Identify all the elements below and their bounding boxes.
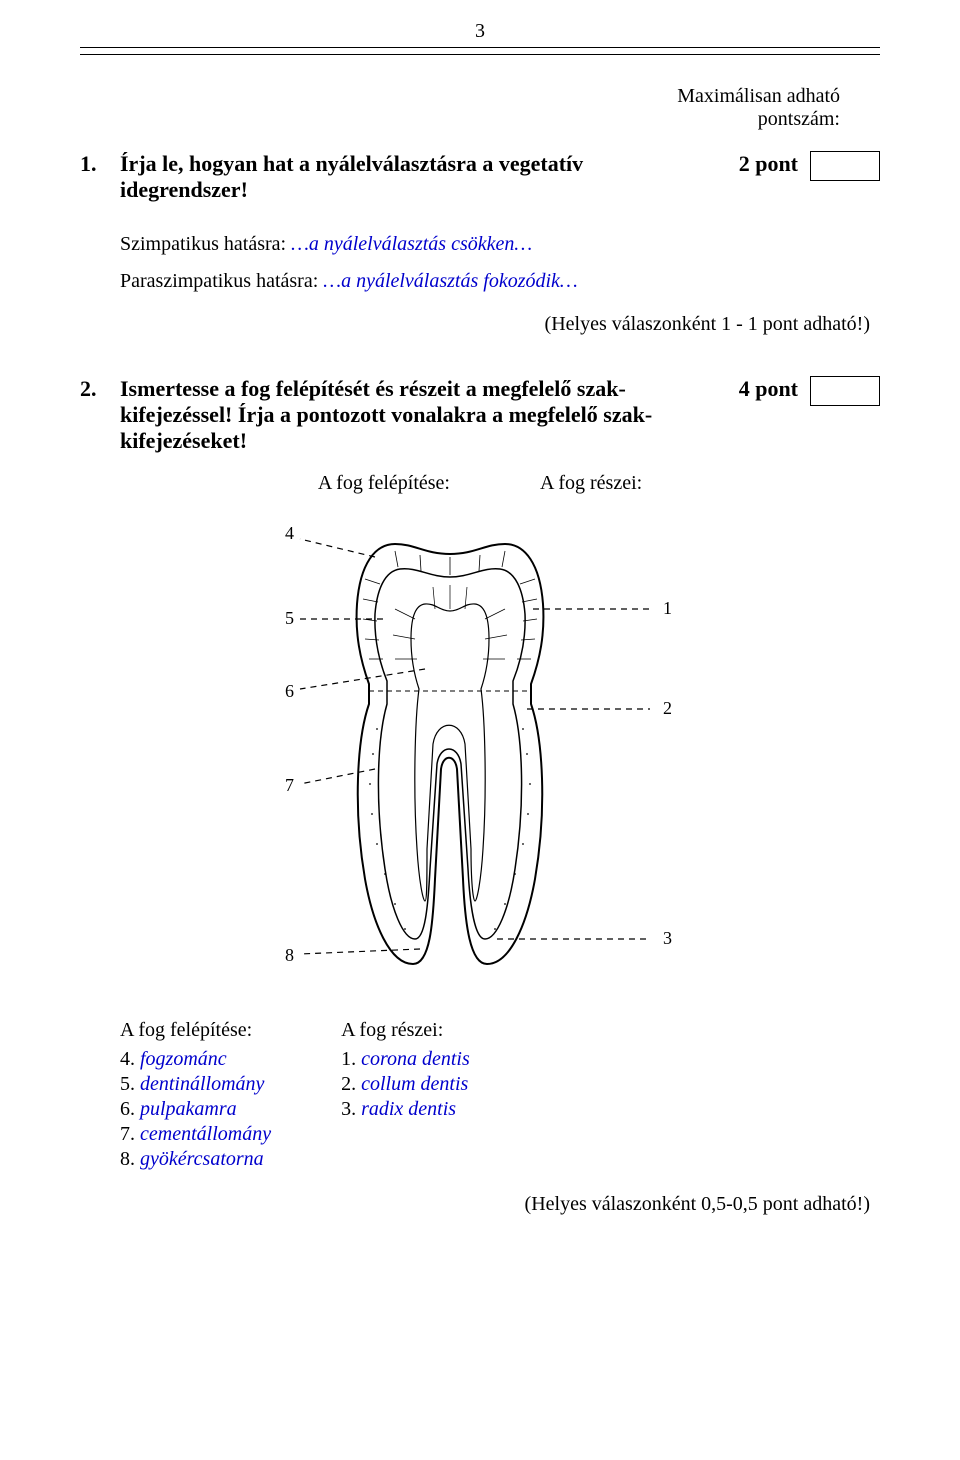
tooth-diagram-wrap: 1 2 3 4 5 6 7 8 (80, 509, 880, 989)
question-1-number: 1. (80, 151, 120, 177)
answers-left-item: 5. dentinállomány (120, 1073, 271, 1096)
answers-left-item-num: 4. (120, 1048, 135, 1070)
answer-1-line1-answer: …a nyálelválasztás csökken… (291, 233, 532, 255)
question-2-score-box (810, 376, 880, 406)
answers-right-item: 2. collum dentis (341, 1073, 470, 1096)
page-number: 3 (80, 20, 880, 48)
answers-right-item: 3. radix dentis (341, 1098, 470, 1121)
answer-1-line1-prefix: Szimpatikus hatásra: (120, 233, 291, 255)
diagram-label-4: 4 (285, 523, 294, 543)
header-rule (80, 54, 880, 55)
answers-left-item: 7. cementállomány (120, 1123, 271, 1146)
rubric-2: (Helyes válaszonként 0,5-0,5 pont adható… (80, 1193, 880, 1216)
question-2-points-label: 4 pont (739, 376, 798, 402)
max-points-line2: pontszám: (758, 108, 840, 130)
question-2-answers: A fog felépítése: 4. fogzománc 5. dentin… (120, 1019, 880, 1173)
answers-left-item-num: 5. (120, 1073, 135, 1095)
answers-right-item-num: 2. (341, 1073, 356, 1095)
answers-left-item-text: cementállomány (140, 1123, 271, 1145)
diagram-label-2: 2 (663, 698, 672, 718)
answers-right-title: A fog részei: (341, 1019, 470, 1042)
question-2: 2. Ismertesse a fog felépítését és része… (80, 376, 880, 454)
question-2-text-line1: Ismertesse a fog felépítését és részeit … (120, 376, 626, 401)
question-2-text-line2: kifejezéssel! Írja a pontozott vonalakra… (120, 402, 652, 427)
subhead-right: A fog részei: (540, 472, 642, 495)
answers-left-item-text: pulpakamra (140, 1098, 237, 1120)
question-2-points: 4 pont (739, 376, 880, 406)
answers-right-item-text: collum dentis (361, 1073, 468, 1095)
answers-left-item-num: 7. (120, 1123, 135, 1145)
max-points-header: Maximálisan adható pontszám: (80, 85, 880, 131)
question-2-number: 2. (80, 376, 120, 402)
answers-left-item: 4. fogzománc (120, 1048, 271, 1071)
diagram-label-6: 6 (285, 681, 294, 701)
subhead-left: A fog felépítése: (318, 472, 450, 495)
answers-left-title: A fog felépítése: (120, 1019, 271, 1042)
answers-left-item: 8. gyökércsatorna (120, 1148, 271, 1171)
question-1-points: 2 pont (739, 151, 880, 181)
answer-1-line2-answer: …a nyálelválasztás fokozódik… (323, 270, 577, 292)
answers-left-item-num: 8. (120, 1148, 135, 1170)
page: 3 Maximálisan adható pontszám: 1. Írja l… (0, 0, 960, 1296)
answers-left-item-text: gyökércsatorna (140, 1148, 264, 1170)
answers-left-item: 6. pulpakamra (120, 1098, 271, 1121)
question-1-text-line2: idegrendszer! (120, 177, 248, 202)
answers-left-item-num: 6. (120, 1098, 135, 1120)
answers-right-item-num: 1. (341, 1048, 356, 1070)
question-1-text: Írja le, hogyan hat a nyálelválasztásra … (120, 151, 739, 203)
answers-left-col: A fog felépítése: 4. fogzománc 5. dentin… (120, 1019, 271, 1173)
answers-right-item-num: 3. (341, 1098, 356, 1120)
question-1-points-label: 2 pont (739, 151, 798, 177)
answers-left-item-text: dentinállomány (140, 1073, 264, 1095)
answers-right-item-text: radix dentis (361, 1098, 456, 1120)
diagram-label-1: 1 (663, 598, 672, 618)
question-2-text-line3: kifejezéseket! (120, 428, 247, 453)
answer-1-line2-prefix: Paraszimpatikus hatásra: (120, 270, 323, 292)
tooth-diagram: 1 2 3 4 5 6 7 8 (265, 509, 695, 989)
diagram-label-7: 7 (285, 775, 294, 795)
question-2-subheads: A fog felépítése: A fog részei: (80, 472, 880, 495)
answers-right-item: 1. corona dentis (341, 1048, 470, 1071)
rubric-1: (Helyes válaszonként 1 - 1 pont adható!) (80, 313, 880, 336)
question-1-text-line1: Írja le, hogyan hat a nyálelválasztásra … (120, 151, 583, 176)
question-1-score-box (810, 151, 880, 181)
question-1: 1. Írja le, hogyan hat a nyálelválasztás… (80, 151, 880, 203)
diagram-label-3: 3 (663, 928, 672, 948)
answers-left-item-text: fogzománc (140, 1048, 227, 1070)
max-points-line1: Maximálisan adható (677, 85, 840, 107)
diagram-label-8: 8 (285, 945, 294, 965)
question-1-answers: Szimpatikus hatásra: …a nyálelválasztás … (120, 233, 880, 293)
answers-right-item-text: corona dentis (361, 1048, 470, 1070)
answer-1-line2: Paraszimpatikus hatásra: …a nyálelválasz… (120, 270, 880, 293)
answer-1-line1: Szimpatikus hatásra: …a nyálelválasztás … (120, 233, 880, 256)
diagram-label-5: 5 (285, 608, 294, 628)
question-2-text: Ismertesse a fog felépítését és részeit … (120, 376, 739, 454)
answers-right-col: A fog részei: 1. corona dentis 2. collum… (341, 1019, 470, 1173)
